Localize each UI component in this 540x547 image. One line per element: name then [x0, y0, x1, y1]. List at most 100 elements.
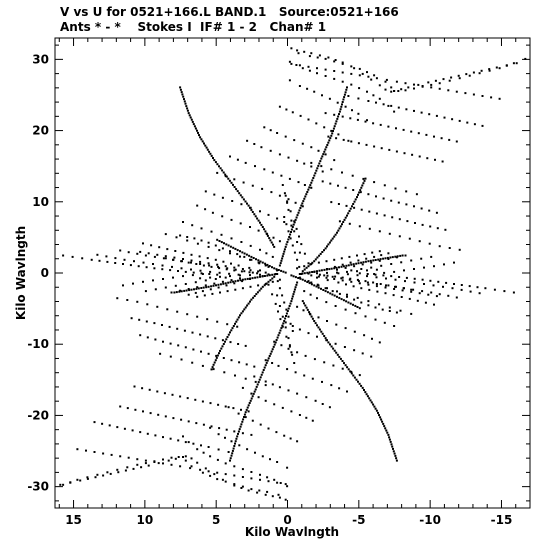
uv-point [239, 222, 242, 225]
uv-point [351, 205, 353, 208]
uv-point [337, 272, 340, 275]
uv-point [373, 255, 376, 258]
uv-point [363, 253, 366, 256]
uv-point [353, 376, 356, 379]
uv-point [408, 297, 411, 300]
uv-point [237, 343, 240, 345]
uv-point [229, 459, 231, 462]
uv-point [246, 139, 249, 142]
uv-point [184, 441, 187, 444]
uv-point [235, 320, 238, 323]
uv-point [214, 258, 217, 261]
uv-point [221, 196, 224, 199]
uv-point [323, 268, 326, 271]
uv-point [296, 267, 299, 270]
uv-point [349, 302, 352, 305]
uv-point [241, 432, 244, 435]
uv-point [251, 271, 254, 274]
uv-point [295, 216, 298, 219]
uv-point [170, 291, 173, 294]
uv-point [241, 310, 244, 313]
uv-point [267, 273, 270, 276]
uv-point [192, 123, 195, 126]
uv-point [342, 299, 345, 302]
uv-point [272, 243, 274, 246]
uv-point [298, 64, 301, 67]
uv-point [373, 273, 376, 275]
uv-point [292, 223, 295, 226]
uv-point [287, 389, 290, 392]
uv-point [395, 150, 398, 153]
uv-point [455, 90, 458, 93]
uv-point [325, 268, 328, 271]
uv-point [303, 162, 306, 165]
uv-point [283, 434, 286, 437]
uv-point [293, 139, 296, 142]
uv-point [278, 305, 281, 307]
uv-point [350, 83, 353, 86]
uv-point [372, 94, 375, 97]
uv-point [395, 459, 398, 462]
uv-point [218, 165, 220, 168]
uv-point [347, 264, 350, 267]
uv-point [209, 474, 212, 477]
uv-point [366, 71, 368, 74]
uv-point [254, 451, 256, 454]
uv-point [301, 67, 304, 70]
uv-point [388, 310, 391, 312]
uv-point [358, 282, 361, 285]
uv-point [93, 421, 96, 424]
uv-point [403, 269, 405, 272]
uv-point [178, 290, 181, 293]
x-tick-label: -15 [491, 513, 513, 527]
uv-point [330, 239, 333, 242]
uv-point [275, 339, 278, 341]
uv-point [253, 213, 256, 216]
uv-point [330, 267, 333, 270]
uv-point [364, 280, 367, 283]
uv-point [254, 215, 257, 218]
uv-point [175, 236, 178, 239]
uv-point [368, 227, 371, 230]
uv-point [350, 370, 353, 373]
uv-point [258, 489, 261, 492]
uv-point [303, 268, 306, 271]
uv-point [187, 112, 190, 115]
uv-point [207, 245, 210, 248]
uv-point [248, 266, 251, 269]
uv-point [333, 70, 336, 72]
uv-point [230, 279, 233, 282]
uv-point [237, 273, 240, 276]
uv-point [346, 214, 348, 217]
uv-point [420, 257, 423, 260]
uv-point [413, 268, 415, 270]
uv-point [398, 218, 401, 221]
uv-point [241, 386, 244, 389]
uv-point [382, 274, 385, 277]
uv-point [341, 80, 344, 83]
uv-point [365, 143, 368, 146]
uv-point [206, 335, 209, 338]
uv-point [201, 140, 204, 143]
uv-point [263, 126, 266, 129]
uv-point [188, 114, 191, 117]
uv-point [374, 318, 377, 321]
y-tick-label: 0 [41, 266, 49, 280]
uv-point [283, 301, 286, 304]
uv-point [352, 189, 355, 191]
uv-point [201, 364, 204, 367]
uv-point [316, 67, 318, 70]
uv-point [315, 169, 318, 172]
uv-point [266, 263, 269, 266]
uv-point [428, 242, 431, 245]
uv-point [310, 281, 313, 284]
uv-point [287, 337, 290, 340]
uv-point [368, 288, 371, 291]
uv-point [252, 296, 255, 299]
uv-point [224, 276, 227, 279]
uv-point [181, 93, 184, 96]
uv-point [204, 190, 207, 193]
uv-point [240, 270, 243, 273]
uv-point [438, 87, 441, 90]
uv-point [147, 464, 150, 467]
